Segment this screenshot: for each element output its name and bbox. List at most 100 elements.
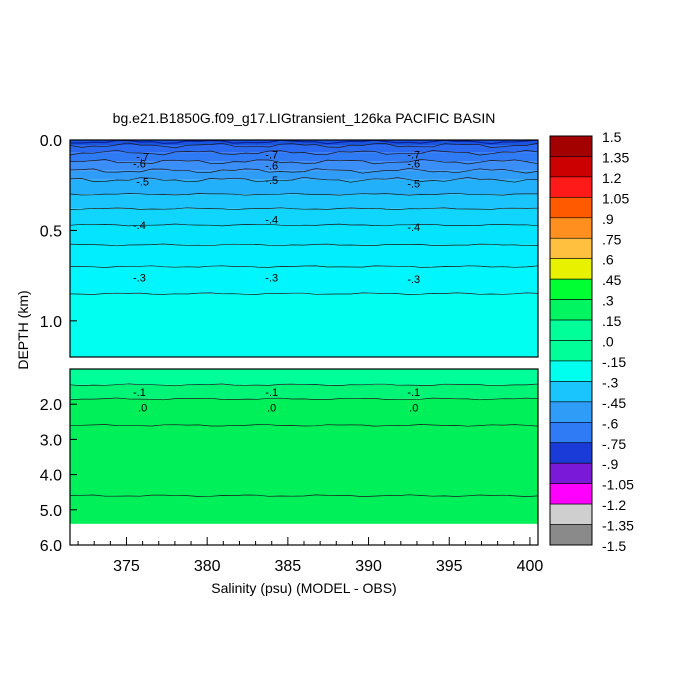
colorbar-tick-label: -.9 <box>602 456 619 472</box>
colorbar-box <box>549 135 593 157</box>
upper-contour-line <box>70 176 538 183</box>
upper-band <box>70 266 538 294</box>
colorbar-tick-label: .9 <box>602 211 614 227</box>
lower-band <box>70 369 538 385</box>
colorbar-tick-label: -.75 <box>602 436 626 452</box>
contour-label: .0 <box>138 403 147 415</box>
contour-label: -.4 <box>133 220 146 232</box>
contour-label: -.5 <box>407 178 420 190</box>
colorbar-tick-label: -1.2 <box>602 497 626 513</box>
colorbar-box <box>549 340 593 362</box>
x-tick-label: 390 <box>355 558 382 575</box>
upper-surface-contour <box>70 140 538 145</box>
contour-label: -.7 <box>407 149 420 161</box>
upper-band <box>70 161 538 171</box>
lower-band <box>70 398 538 524</box>
colorbar-tick-label: -.45 <box>602 395 626 411</box>
y-axis-label: DEPTH (km) <box>15 290 31 369</box>
lower-contour-line <box>70 383 538 387</box>
colorbar-frame <box>549 135 593 546</box>
upper-contour-line <box>70 292 538 295</box>
upper-contour-line <box>70 167 538 174</box>
contour-label: -.6 <box>133 159 146 171</box>
colorbar-box <box>549 258 593 280</box>
contour-label: -.7 <box>136 151 149 163</box>
x-tick-label: 400 <box>517 558 544 575</box>
upper-contour-line <box>70 207 538 211</box>
colorbar-tick-label: -1.35 <box>602 518 634 534</box>
colorbar-tick-label: -.15 <box>602 354 626 370</box>
y-tick-label: 0.5 <box>40 223 62 240</box>
colorbar-box <box>549 278 593 300</box>
upper-depth-panel: -.7 -.7 -.7-.6 -.6 -.6-.5 -.5 -.5-.4 -.4-.4-.3-… <box>40 133 539 358</box>
colorbar-tick-label: 1.35 <box>602 149 629 165</box>
chart-title: bg.e21.B1850G.f09_g17.LIGtransient_126ka… <box>113 110 496 126</box>
colorbar-tick-label: .0 <box>602 334 614 350</box>
contour-label: .0 <box>267 403 276 415</box>
x-tick-label: 385 <box>275 558 302 575</box>
x-tick-label: 375 <box>113 558 140 575</box>
contour-label: -.5 <box>136 177 149 189</box>
upper-contour-line <box>70 223 538 227</box>
colorbar-box <box>549 483 593 505</box>
colorbar-tick-label: 1.2 <box>602 170 622 186</box>
contour-label: -.4 <box>407 222 420 234</box>
contour-label: -.3 <box>133 272 146 284</box>
upper-contour-line <box>70 265 538 268</box>
colorbar-box <box>549 462 593 484</box>
colorbar-box <box>549 503 593 525</box>
contour-label: -.1 <box>265 387 278 399</box>
colorbar: 1.5 1.35 1.2 1.05 .9 .75 .6 .45 .3 .15 .0 -.15 -.3 -.… <box>549 129 634 554</box>
colorbar-box <box>549 176 593 198</box>
colorbar-tick-label: .15 <box>602 313 622 329</box>
x-tick-label: 380 <box>194 558 221 575</box>
x-tick-label: 395 <box>436 558 463 575</box>
colorbar-box <box>549 156 593 178</box>
upper-band <box>70 145 538 153</box>
colorbar-tick-label: .75 <box>602 231 622 247</box>
upper-band <box>70 293 538 357</box>
lower-contour-line <box>70 424 538 427</box>
contour-label: -.6 <box>265 160 278 172</box>
lower-contour-line <box>70 494 538 497</box>
upper-panel-frame <box>69 139 539 358</box>
contour-label: -.1 <box>133 387 146 399</box>
colorbar-tick-label: -1.05 <box>602 477 634 493</box>
colorbar-tick-label: .3 <box>602 293 614 309</box>
contour-label: -.1 <box>407 387 420 399</box>
upper-contour-line <box>70 243 538 247</box>
contour-label: -.3 <box>265 272 278 284</box>
colorbar-box <box>549 421 593 444</box>
colorbar-box <box>549 401 593 423</box>
colorbar-box <box>549 299 593 321</box>
colorbar-tick-label: -1.5 <box>602 538 626 554</box>
contour-label: -.7 <box>265 149 278 161</box>
upper-band <box>70 224 538 245</box>
below-data-area <box>70 523 538 545</box>
upper-band <box>70 208 538 225</box>
contour-label: -.6 <box>407 159 420 171</box>
colorbar-box <box>549 360 593 382</box>
contour-label: -.4 <box>265 215 278 227</box>
colorbar-box <box>549 442 593 464</box>
y-tick-label: 5.0 <box>40 503 62 520</box>
y-tick-label: 0.0 <box>40 133 62 150</box>
colorbar-tick-label: 1.05 <box>602 190 629 206</box>
y-tick-label: 2.0 <box>40 397 62 414</box>
lower-depth-panel: -.1 -.1 -.1 .0 .0 .0 2.0 3.0 4.0 5.0 6.0 375 380 385 3… <box>40 368 544 575</box>
upper-band <box>70 140 538 146</box>
colorbar-tick-label: 1.5 <box>602 129 622 145</box>
colorbar-tick-label: .6 <box>602 252 614 268</box>
lower-band <box>70 384 538 399</box>
upper-band <box>70 170 538 180</box>
contour-label: .0 <box>409 403 418 415</box>
upper-contour-line <box>70 142 538 149</box>
y-tick-label: 1.0 <box>40 314 62 331</box>
contour-label: -.3 <box>407 274 420 286</box>
upper-band <box>70 194 538 209</box>
y-tick-label: 6.0 <box>40 538 62 555</box>
upper-band <box>70 152 538 162</box>
colorbar-box <box>549 217 593 239</box>
colorbar-tick-label: -.3 <box>602 374 619 390</box>
